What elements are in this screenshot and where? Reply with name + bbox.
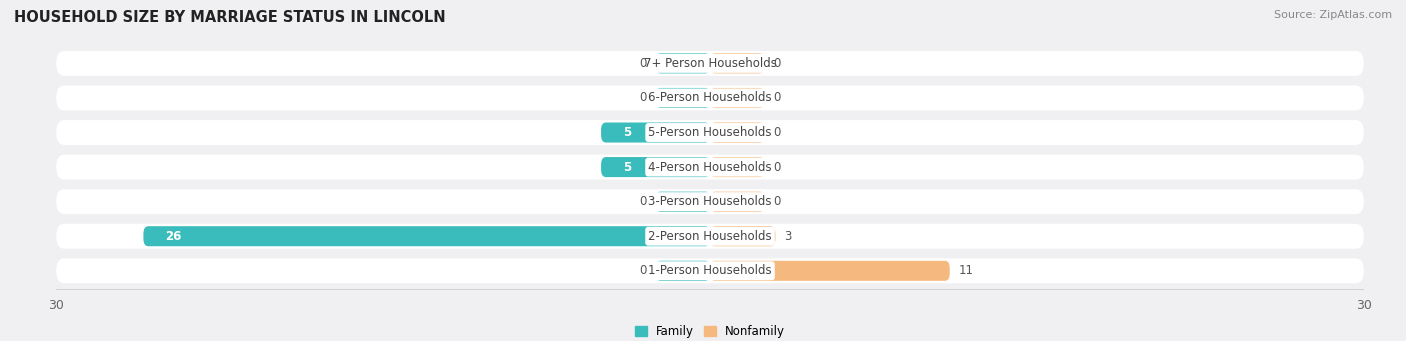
FancyBboxPatch shape — [710, 192, 765, 212]
FancyBboxPatch shape — [710, 88, 765, 108]
Text: 3: 3 — [785, 230, 792, 243]
FancyBboxPatch shape — [655, 192, 710, 212]
FancyBboxPatch shape — [710, 261, 950, 281]
FancyBboxPatch shape — [602, 122, 710, 143]
Text: 0: 0 — [640, 91, 647, 104]
FancyBboxPatch shape — [56, 86, 1364, 110]
Text: 5: 5 — [623, 161, 631, 174]
FancyBboxPatch shape — [56, 258, 1364, 283]
FancyBboxPatch shape — [710, 53, 765, 73]
FancyBboxPatch shape — [655, 261, 710, 281]
Legend: Family, Nonfamily: Family, Nonfamily — [630, 321, 790, 341]
Text: 0: 0 — [640, 57, 647, 70]
Text: 7+ Person Households: 7+ Person Households — [644, 57, 776, 70]
Text: 0: 0 — [773, 161, 780, 174]
FancyBboxPatch shape — [56, 51, 1364, 76]
FancyBboxPatch shape — [56, 224, 1364, 249]
Text: 26: 26 — [166, 230, 181, 243]
Text: 0: 0 — [773, 126, 780, 139]
Text: 0: 0 — [773, 195, 780, 208]
FancyBboxPatch shape — [710, 122, 765, 143]
Text: 0: 0 — [773, 57, 780, 70]
Text: 0: 0 — [640, 264, 647, 277]
FancyBboxPatch shape — [56, 189, 1364, 214]
FancyBboxPatch shape — [143, 226, 710, 246]
Text: 5-Person Households: 5-Person Households — [648, 126, 772, 139]
Text: 0: 0 — [773, 91, 780, 104]
Text: 4-Person Households: 4-Person Households — [648, 161, 772, 174]
FancyBboxPatch shape — [602, 157, 710, 177]
Text: 0: 0 — [640, 195, 647, 208]
FancyBboxPatch shape — [710, 157, 765, 177]
Text: 2-Person Households: 2-Person Households — [648, 230, 772, 243]
Text: 11: 11 — [959, 264, 973, 277]
FancyBboxPatch shape — [655, 53, 710, 73]
Text: Source: ZipAtlas.com: Source: ZipAtlas.com — [1274, 10, 1392, 20]
FancyBboxPatch shape — [56, 155, 1364, 179]
FancyBboxPatch shape — [710, 226, 776, 246]
Text: 1-Person Households: 1-Person Households — [648, 264, 772, 277]
Text: 6-Person Households: 6-Person Households — [648, 91, 772, 104]
Text: HOUSEHOLD SIZE BY MARRIAGE STATUS IN LINCOLN: HOUSEHOLD SIZE BY MARRIAGE STATUS IN LIN… — [14, 10, 446, 25]
Text: 3-Person Households: 3-Person Households — [648, 195, 772, 208]
FancyBboxPatch shape — [655, 88, 710, 108]
Text: 5: 5 — [623, 126, 631, 139]
FancyBboxPatch shape — [56, 120, 1364, 145]
